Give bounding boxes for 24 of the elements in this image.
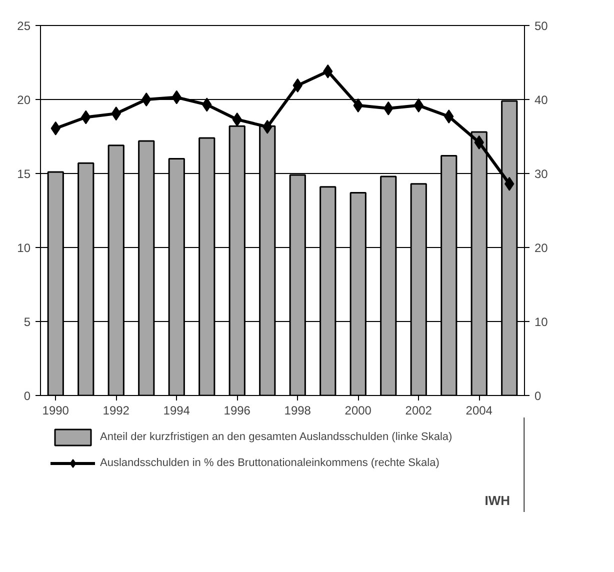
x-tick-label: 2004: [466, 404, 493, 418]
x-tick-label: 1996: [224, 404, 251, 418]
y2-tick-label: 40: [534, 93, 548, 107]
y-tick-label: 15: [17, 167, 31, 181]
legend-label: Auslandsschulden in % des Bruttonationaleinkommens (rechte Skala): [100, 457, 440, 469]
x-tick-label: 1990: [42, 404, 70, 418]
y2-tick-label: 50: [534, 19, 548, 33]
x-tick-label: 1992: [102, 404, 130, 418]
y-tick-label: 25: [17, 19, 31, 33]
x-tick-label: 1994: [163, 404, 190, 418]
point: [142, 92, 152, 106]
y2-tick-label: 30: [534, 167, 548, 181]
y2-tick-label: 0: [534, 389, 542, 403]
y-tick-label: 20: [17, 93, 31, 107]
y-tick-label: 5: [24, 315, 31, 329]
y2-tick-label: 10: [534, 315, 548, 329]
x-tick-label: 2000: [344, 404, 372, 418]
y2-tick-label: 20: [534, 241, 548, 255]
x-tick-label: 1998: [284, 404, 312, 418]
legend-label: Anteil der kurzfristigen an den gesamten Auslandsschulden (linke Skala): [100, 431, 452, 443]
x-tick-label: 2002: [405, 404, 432, 418]
y-tick-label: 10: [17, 241, 31, 255]
text: IWH: [484, 492, 510, 508]
y-tick-label: 0: [24, 389, 31, 403]
